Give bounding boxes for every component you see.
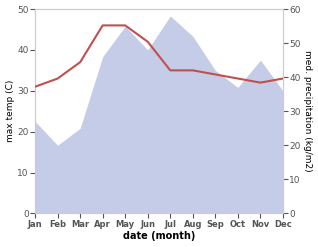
Y-axis label: med. precipitation (kg/m2): med. precipitation (kg/m2) [303, 50, 313, 172]
X-axis label: date (month): date (month) [123, 231, 195, 242]
Y-axis label: max temp (C): max temp (C) [5, 80, 15, 143]
